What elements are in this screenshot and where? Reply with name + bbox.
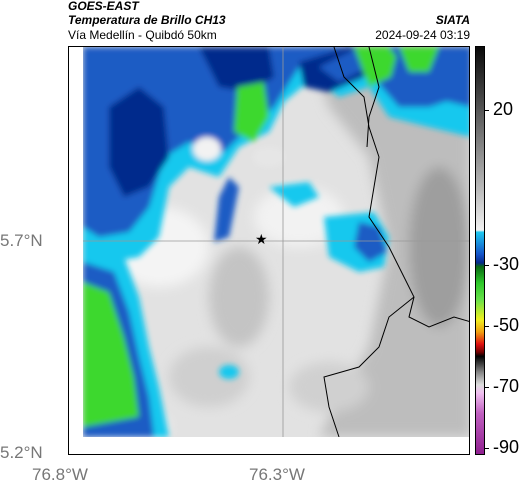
lon-label-76-8: 76.8°W (32, 465, 88, 484)
border-line (333, 47, 469, 328)
lat-label-5-7: 5.7°N (0, 231, 43, 250)
border-line-south (323, 296, 415, 438)
colorbar-label-20: 20 (493, 99, 514, 119)
organization-label: SIATA (435, 13, 470, 27)
colorbar-tick (485, 448, 489, 449)
satellite-name: GOES-EAST (68, 0, 139, 13)
colorbar-tick (485, 326, 489, 327)
map-left-margin (69, 47, 83, 454)
lon-label-76-3: 76.3°W (249, 465, 305, 484)
datetime-label: 2024-09-24 03:19 (375, 28, 470, 42)
brightness-temperature-field (69, 47, 469, 454)
region-subtitle: Vía Medellín - Quibdó 50km (68, 28, 217, 42)
border-line-north (366, 47, 380, 148)
satellite-map: ★ (68, 46, 470, 455)
colorbar-label-minus-50: -50 (493, 315, 520, 335)
gray-texture (89, 47, 469, 447)
map-bottom-margin (69, 437, 469, 454)
colorbar-label-minus-90: -90 (493, 437, 520, 457)
product-title: Temperatura de Brillo CH13 (68, 13, 226, 27)
temperature-colorbar (475, 46, 485, 455)
lat-label-5-2: 5.2°N (0, 443, 43, 462)
colorbar-label-minus-30: -30 (493, 254, 520, 274)
colorbar-tick (485, 265, 489, 266)
location-marker-icon: ★ (255, 231, 268, 247)
colorbar-label-minus-70: -70 (493, 376, 520, 396)
convective-cloud-tops (83, 47, 469, 437)
colorbar-tick (485, 387, 489, 388)
colorbar-tick (485, 110, 489, 111)
